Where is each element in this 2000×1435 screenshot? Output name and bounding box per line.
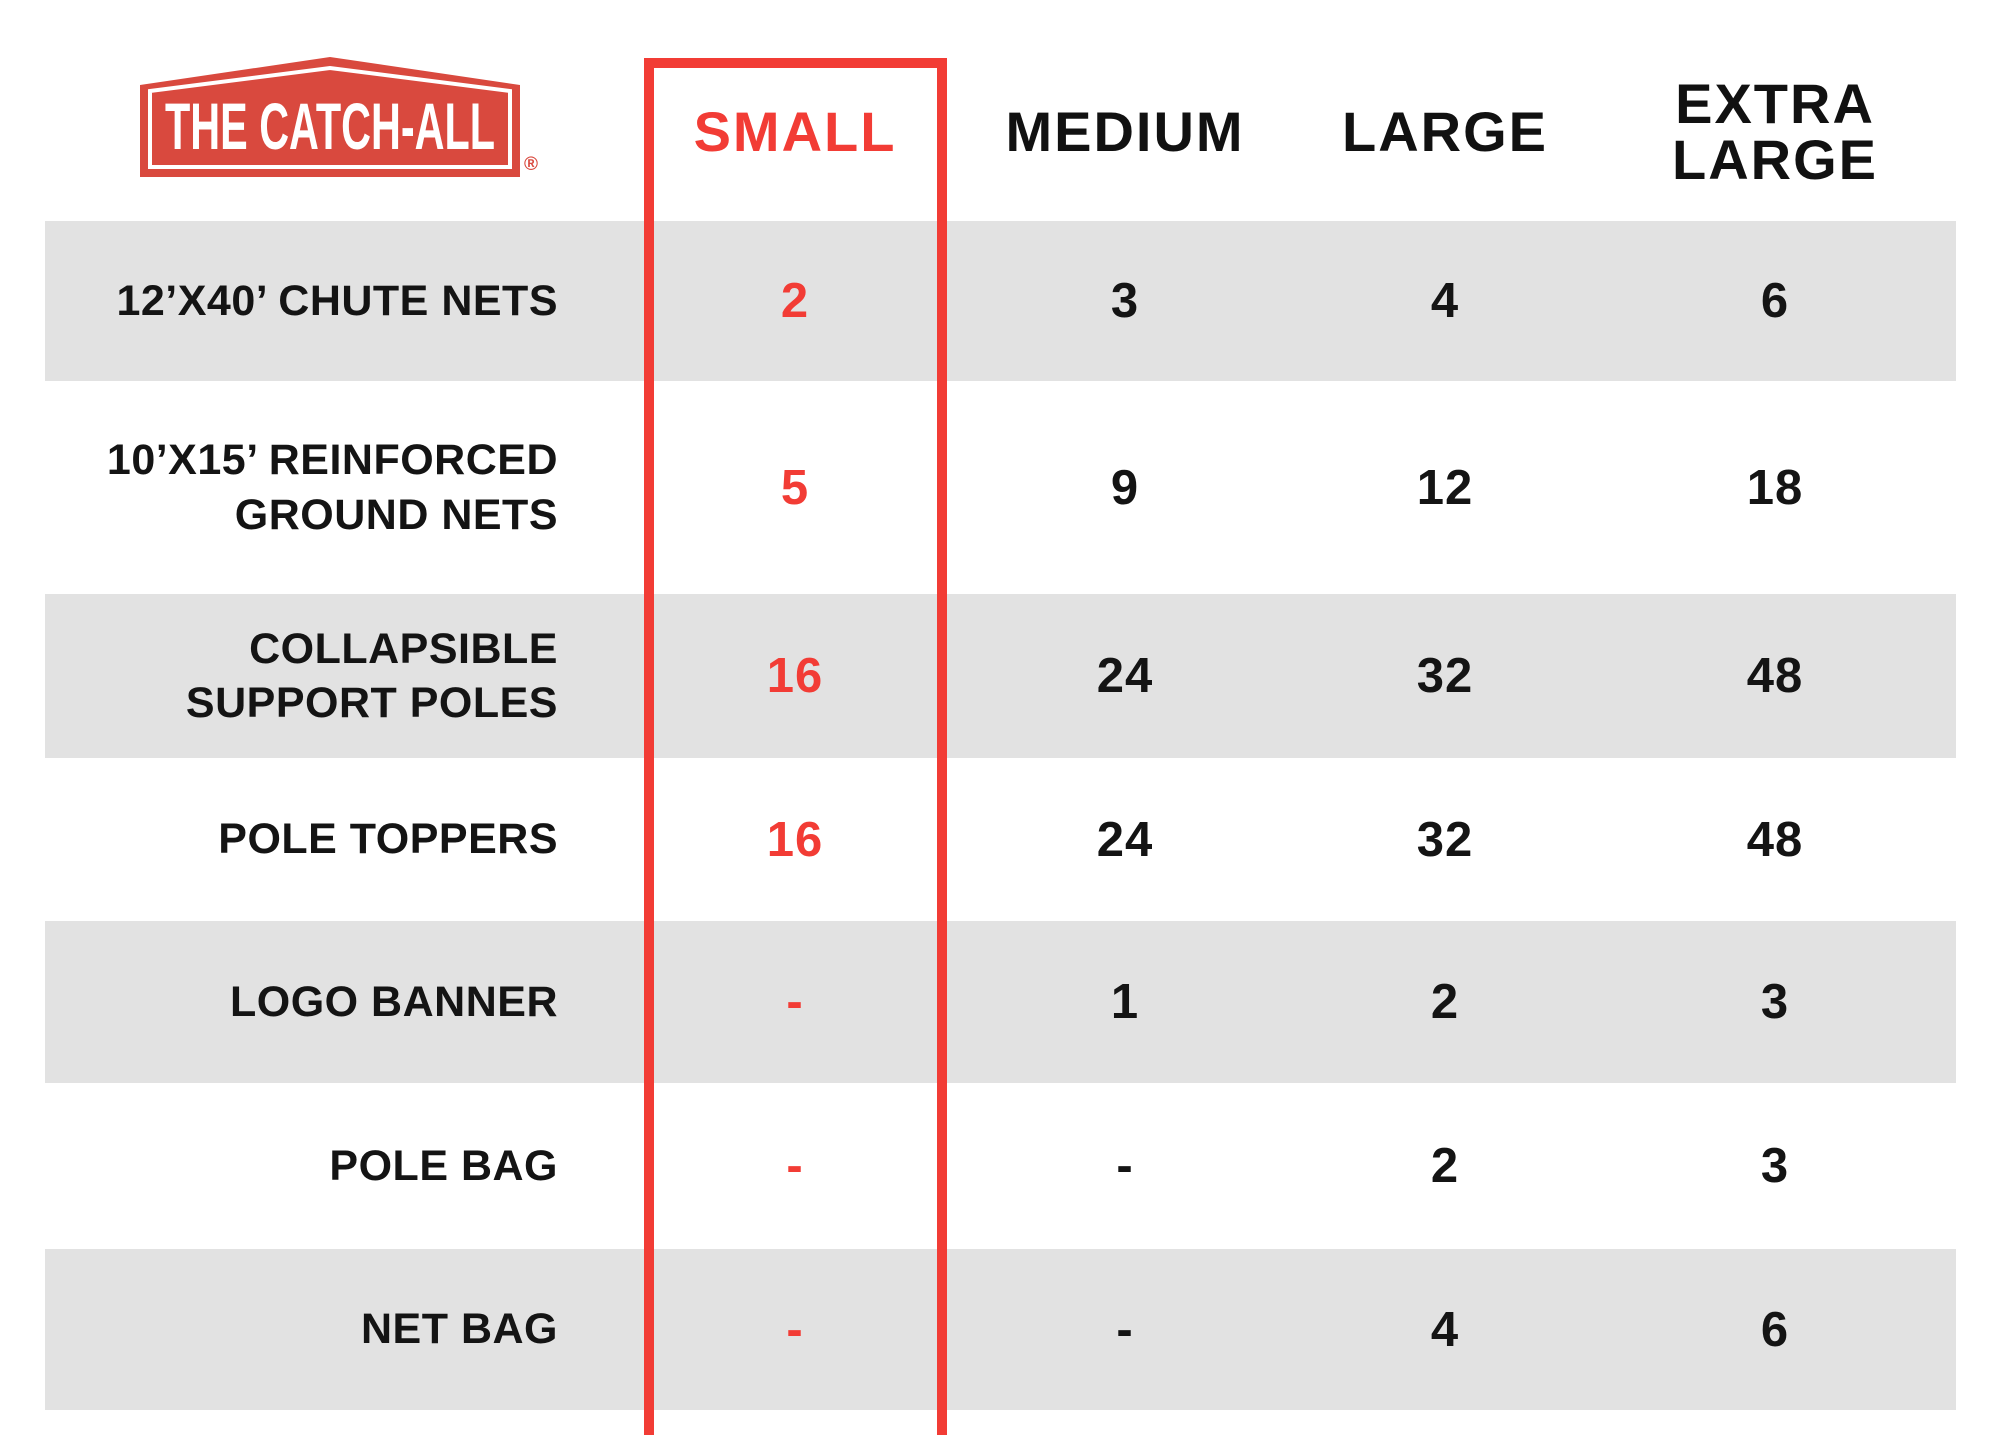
row-label: COLLAPSIBLE SUPPORT POLES bbox=[185, 624, 558, 727]
column-header-label: LARGE bbox=[1342, 99, 1548, 163]
comparison-table: SMALL MEDIUM LARGE EXTRA LARGE 12’X40’ C… bbox=[45, 0, 1956, 1410]
cell-small: 2 bbox=[780, 274, 810, 328]
cell-medium: - bbox=[1116, 1302, 1134, 1357]
catch-all-logo-badge: THE CATCH-ALL bbox=[140, 57, 520, 177]
column-header-label-line: EXTRA bbox=[1675, 71, 1875, 135]
table-row: 10’X15’ REINFORCED GROUND NETS 5 9 12 18 bbox=[45, 381, 1956, 594]
header-row: SMALL MEDIUM LARGE EXTRA LARGE bbox=[45, 0, 1956, 221]
table-row: NET BAG - - 4 6 bbox=[45, 1249, 1956, 1410]
table-row: COLLAPSIBLE SUPPORT POLES 16 24 32 48 bbox=[45, 594, 1956, 758]
cell-extra-large: 48 bbox=[1746, 649, 1804, 703]
cell-large: 32 bbox=[1416, 649, 1474, 703]
row-label: NET BAG bbox=[361, 1305, 558, 1354]
cell-small: 16 bbox=[766, 812, 824, 867]
row-label: 10’X15’ REINFORCED GROUND NETS bbox=[106, 436, 558, 539]
cell-medium: - bbox=[1116, 1139, 1134, 1193]
column-header-extra-large: EXTRA LARGE bbox=[1630, 71, 1920, 191]
cell-medium: 1 bbox=[1110, 975, 1140, 1029]
cell-small: - bbox=[786, 1302, 804, 1357]
registered-trademark: ® bbox=[524, 154, 538, 175]
column-header-medium: MEDIUM bbox=[990, 99, 1260, 163]
column-header-label-line: LARGE bbox=[1672, 127, 1878, 191]
table-row: POLE TOPPERS 16 24 32 48 bbox=[45, 758, 1956, 921]
table-row: 12’X40’ CHUTE NETS 2 3 4 6 bbox=[45, 221, 1956, 381]
cell-medium: 9 bbox=[1110, 460, 1140, 515]
column-header-label: MEDIUM bbox=[1005, 99, 1245, 163]
cell-medium: 24 bbox=[1096, 649, 1154, 703]
row-label: POLE TOPPERS bbox=[218, 815, 558, 864]
cell-large: 12 bbox=[1416, 460, 1474, 515]
cell-large: 32 bbox=[1416, 812, 1474, 867]
cell-large: 4 bbox=[1430, 1302, 1460, 1357]
cell-medium: 24 bbox=[1096, 812, 1154, 867]
cell-small: - bbox=[786, 975, 804, 1029]
table-row: LOGO BANNER - 1 2 3 bbox=[45, 921, 1956, 1083]
cell-extra-large: 6 bbox=[1760, 1302, 1790, 1357]
cell-large: 2 bbox=[1430, 975, 1460, 1029]
catch-all-logo-text: THE CATCH-ALL bbox=[165, 89, 495, 163]
cell-large: 4 bbox=[1430, 274, 1460, 328]
column-header-small: SMALL bbox=[600, 99, 990, 163]
row-label: POLE BAG bbox=[329, 1141, 558, 1190]
cell-extra-large: 3 bbox=[1760, 975, 1790, 1029]
cell-medium: 3 bbox=[1110, 274, 1140, 328]
cell-large: 2 bbox=[1430, 1139, 1460, 1193]
cell-extra-large: 48 bbox=[1746, 812, 1804, 867]
row-label: 12’X40’ CHUTE NETS bbox=[116, 276, 558, 325]
table-row: POLE BAG - - 2 3 bbox=[45, 1083, 1956, 1249]
cell-extra-large: 3 bbox=[1760, 1139, 1790, 1193]
cell-small: - bbox=[786, 1139, 804, 1193]
column-header-label: SMALL bbox=[693, 99, 897, 163]
cell-extra-large: 18 bbox=[1746, 460, 1804, 515]
column-header-large: LARGE bbox=[1260, 99, 1630, 163]
row-label: LOGO BANNER bbox=[230, 977, 558, 1026]
brand-logo: THE CATCH-ALL bbox=[140, 57, 520, 177]
cell-extra-large: 6 bbox=[1760, 274, 1790, 328]
cell-small: 16 bbox=[766, 649, 824, 703]
cell-small: 5 bbox=[780, 460, 810, 515]
